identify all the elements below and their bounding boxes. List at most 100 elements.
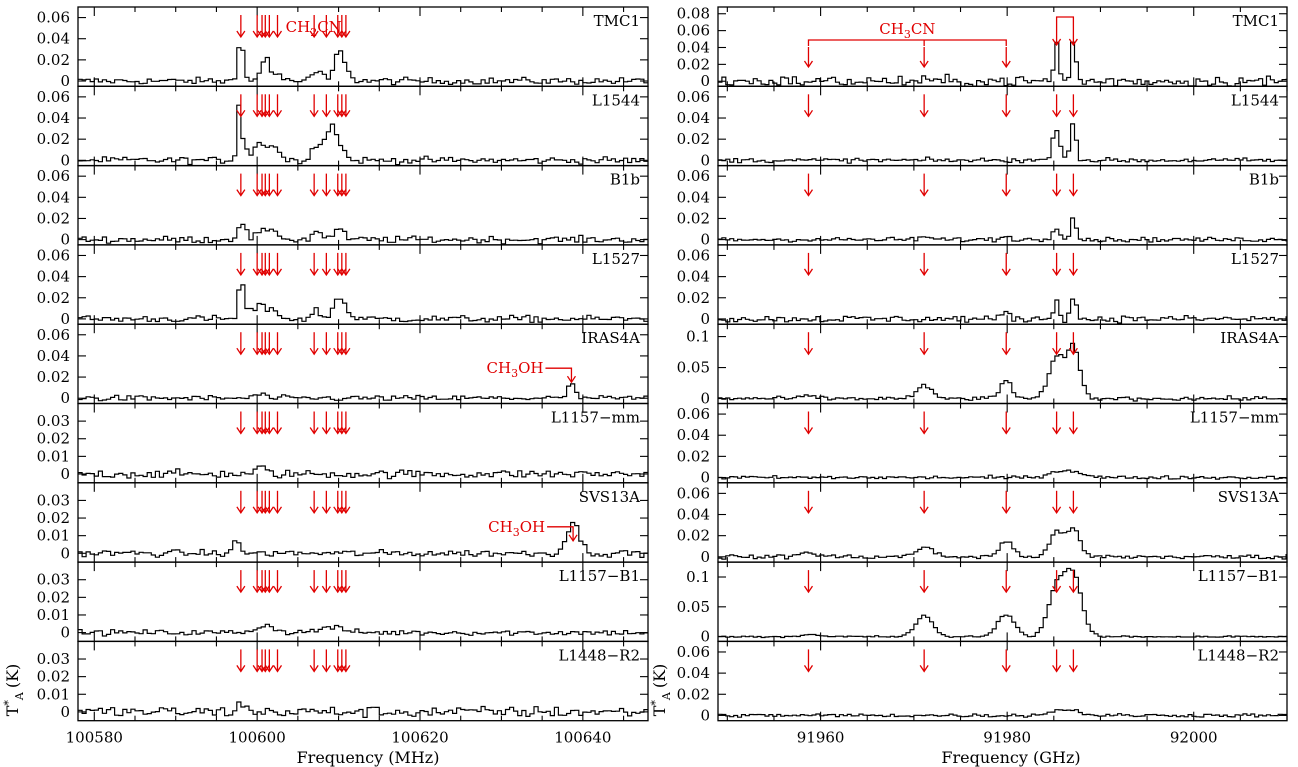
source-label: TMC1 — [1233, 12, 1279, 30]
transition-marker — [1052, 173, 1062, 197]
source-label: IRAS4A — [581, 329, 640, 347]
source-label: L1157−mm — [1190, 409, 1279, 427]
y-tick-label: 0 — [60, 544, 70, 562]
spectrum-line — [718, 342, 1287, 402]
y-tick-label: 0.02 — [677, 289, 710, 307]
spectrum-panel: 0 0.02 0.04 0.06 TMC1 CH2CN — [37, 6, 649, 90]
y-tick-label: 0.1 — [686, 328, 710, 346]
transition-marker — [321, 252, 331, 277]
transition-marker — [1052, 25, 1062, 47]
transition-marker — [803, 252, 814, 277]
spectrum-panel: 00.010.020.03 SVS13A CH3OH — [37, 482, 649, 563]
y-tick-label: 0.02 — [37, 368, 70, 386]
y-tick-label: 0.06 — [677, 484, 710, 502]
y-tick-label: 0.05 — [677, 359, 710, 377]
transition-marker — [260, 649, 270, 673]
y-tick-label: 0.02 — [37, 51, 70, 69]
y-tick-label: 0 — [60, 72, 70, 90]
y-tick-label: 0.02 — [37, 668, 70, 686]
y-tick-label: 0.1 — [686, 568, 710, 586]
transition-marker — [919, 173, 929, 197]
ch3oh-label: CH3OH — [488, 518, 545, 539]
source-label: IRAS4A — [1220, 329, 1279, 347]
transition-marker — [1068, 332, 1078, 356]
transition-marker — [337, 570, 347, 594]
spectrum-panel: 0 0.02 0.04 0.06 L1157−mm — [677, 402, 1288, 487]
transition-marker — [1001, 649, 1011, 673]
transition-marker — [1068, 411, 1078, 435]
spectrum-line — [718, 709, 1287, 718]
y-tick-label: 0.04 — [37, 347, 70, 365]
y-tick-label: 0.01 — [37, 527, 70, 545]
transition-marker — [341, 94, 351, 118]
y-tick-label: 0.06 — [677, 643, 710, 661]
transition-marker — [333, 490, 343, 514]
panel-frame — [717, 6, 1288, 87]
transition-marker — [1068, 570, 1078, 594]
spectrum-line — [718, 217, 1287, 243]
spectrum-line — [78, 623, 648, 637]
spectrum-line — [78, 701, 648, 718]
y-tick-label: 0.02 — [37, 588, 70, 606]
transition-marker — [919, 332, 929, 356]
x-tick-label: 91960 — [797, 729, 845, 747]
x-tick-label: 100620 — [391, 729, 448, 747]
panel-frame — [717, 164, 1288, 246]
transition-marker — [309, 252, 319, 277]
transition-marker — [341, 173, 351, 197]
y-tick-label: 0 — [60, 231, 70, 249]
spectrum-line — [78, 465, 648, 480]
transition-marker — [236, 94, 246, 118]
transition-marker — [1068, 252, 1078, 277]
pair-bracket — [1055, 16, 1075, 25]
panel-frame — [77, 482, 649, 563]
transition-marker — [333, 252, 343, 277]
y-tick-label: 0.08 — [677, 5, 710, 23]
y-tick-label: 0 — [700, 628, 710, 646]
y-tick-label: 0 — [700, 706, 710, 724]
transition-marker — [803, 47, 814, 69]
y-tick-label: 0.04 — [677, 664, 710, 682]
source-label: L1527 — [1231, 250, 1279, 268]
transition-marker — [264, 173, 274, 197]
y-tick-label: 0.04 — [37, 268, 70, 286]
panel-frame — [717, 323, 1288, 405]
y-tick-label: 0.06 — [677, 167, 710, 185]
y-tick-label: 0 — [60, 465, 70, 483]
x-axis-label-left: Frequency (MHz) — [297, 748, 440, 767]
transition-marker — [919, 252, 929, 277]
transition-marker — [341, 649, 351, 673]
transition-marker — [264, 411, 274, 435]
transition-marker — [1068, 25, 1078, 47]
transition-marker — [1052, 252, 1062, 277]
y-tick-label: 0 — [60, 151, 70, 169]
spectrum-line — [718, 527, 1287, 560]
transition-marker — [321, 649, 331, 673]
transition-marker — [264, 570, 274, 594]
transition-marker — [321, 15, 331, 39]
x-axis-label-right: Frequency (GHz) — [941, 748, 1080, 767]
transition-marker — [236, 649, 246, 673]
y-tick-label: 0.02 — [677, 685, 710, 703]
transition-marker — [321, 570, 331, 594]
y-tick-label: 0.02 — [37, 209, 70, 227]
transition-marker — [272, 173, 283, 197]
y-tick-label: 0.02 — [677, 55, 710, 73]
y-tick-label: 0.04 — [37, 30, 70, 48]
transition-marker — [236, 490, 246, 514]
spectrum-line — [78, 223, 648, 245]
source-label: B1b — [1249, 171, 1279, 189]
x-tick-label: 92000 — [1170, 729, 1218, 747]
y-tick-label: 0.02 — [37, 509, 70, 527]
y-tick-label: 0.06 — [37, 326, 70, 344]
transition-marker — [260, 490, 270, 514]
transition-marker — [260, 570, 270, 594]
transition-marker — [260, 411, 270, 435]
y-tick-label: 0 — [700, 390, 710, 408]
ch3oh-pointer — [545, 367, 573, 383]
transition-marker — [803, 173, 814, 197]
transition-marker — [236, 173, 246, 197]
transition-marker — [272, 649, 283, 673]
transition-marker — [309, 332, 319, 356]
